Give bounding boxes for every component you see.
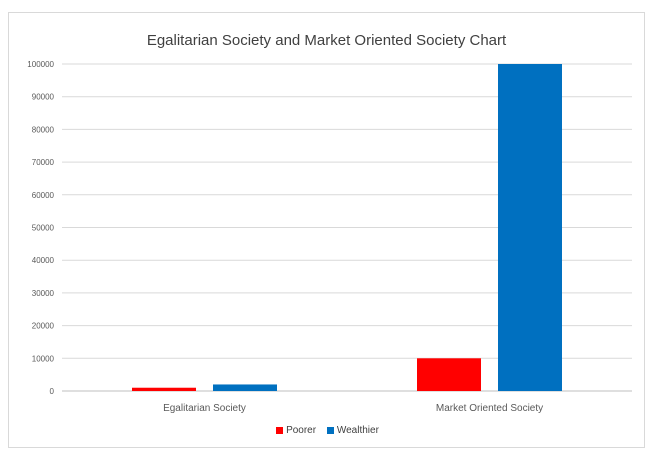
bar-wealthier-2 — [498, 64, 562, 391]
legend-label-wealthier: Wealthier — [336, 425, 379, 436]
y-tick-label: 70000 — [32, 158, 55, 167]
y-tick-label: 50000 — [32, 224, 55, 233]
legend-swatch-wealthier — [326, 427, 334, 434]
x-category-label: Market Oriented Society — [436, 403, 543, 414]
y-tick-label: 10000 — [32, 354, 55, 363]
y-tick-label: 80000 — [32, 125, 55, 134]
legend-item-wealthier: Wealthier — [326, 425, 379, 436]
y-tick-label: 100000 — [27, 60, 54, 69]
legend-label-poorer: Poorer — [286, 425, 317, 436]
bar-poorer-2 — [417, 358, 481, 391]
chart-title: Egalitarian Society and Market Oriented … — [146, 32, 507, 49]
y-tick-label: 0 — [50, 387, 55, 396]
y-tick-label: 20000 — [32, 322, 55, 331]
y-tick-label: 30000 — [32, 289, 55, 298]
x-category-label: Egalitarian Society — [163, 403, 246, 414]
y-tick-label: 40000 — [32, 256, 55, 265]
bar-wealthier-1 — [213, 384, 277, 391]
bar-poorer-1 — [132, 387, 196, 391]
legend-item-poorer: Poorer — [276, 425, 316, 436]
chart-legend: Poorer Wealthier — [0, 425, 655, 437]
y-tick-label: 60000 — [32, 191, 55, 200]
y-tick-label: 90000 — [32, 93, 55, 102]
legend-swatch-poorer — [276, 427, 284, 434]
